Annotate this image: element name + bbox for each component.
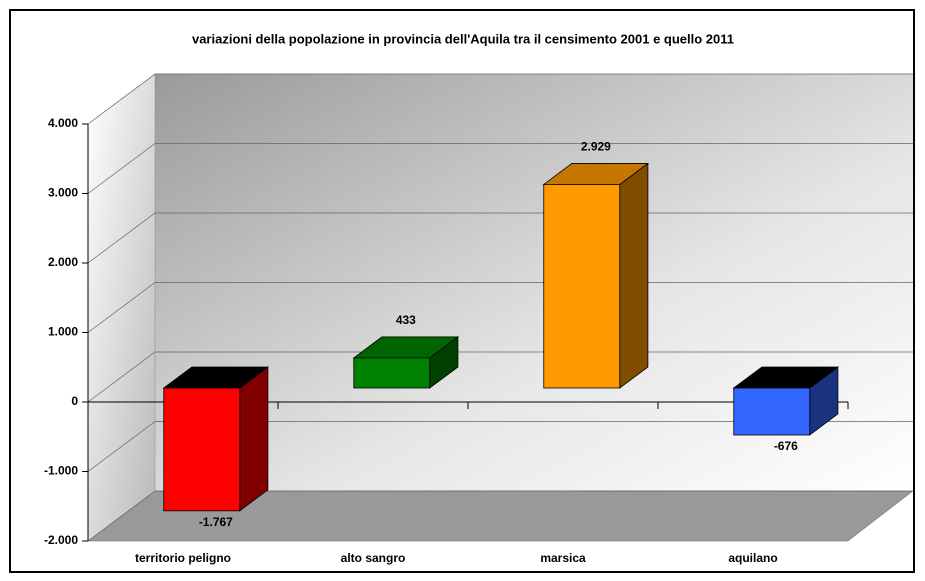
y-tick-label: 2.000	[48, 255, 78, 269]
grid-line	[87, 490, 913, 542]
x-tick-label: marsica	[540, 551, 586, 565]
y-tick-label: 0	[71, 394, 78, 408]
grid-line	[87, 212, 913, 264]
y-tick-label: 3.000	[48, 186, 78, 200]
value-label: -1.767	[199, 515, 233, 529]
x-tick-label: aquilano	[728, 551, 777, 565]
bar	[733, 387, 811, 436]
bar	[543, 184, 621, 389]
y-tick-label: -2.000	[44, 533, 78, 547]
value-label: 2.929	[581, 140, 611, 154]
chart-title: variazioni della popolazione in provinci…	[192, 31, 734, 46]
grid-line	[87, 421, 913, 472]
grid-line	[87, 73, 913, 125]
value-label: -676	[774, 439, 798, 453]
grid-line	[87, 143, 913, 194]
x-tick-label: alto sangro	[341, 551, 406, 565]
bar-side	[619, 162, 649, 389]
value-label: 433	[396, 313, 416, 327]
y-tick-label: -1.000	[44, 464, 78, 478]
bar	[353, 357, 431, 389]
x-tick-label: territorio peligno	[135, 551, 231, 565]
grid-line	[87, 282, 913, 333]
grid-line	[87, 351, 913, 403]
y-tick-label: 4.000	[48, 116, 78, 130]
y-tick-label: 1.000	[48, 325, 78, 339]
bar	[163, 387, 241, 512]
bar-side	[239, 366, 269, 512]
